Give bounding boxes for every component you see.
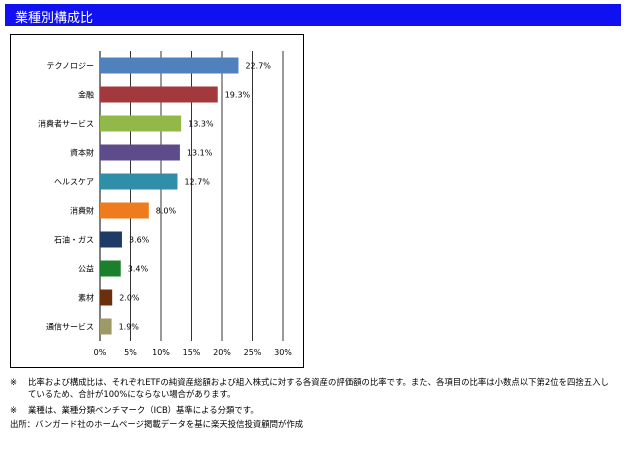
- bar: [100, 202, 149, 219]
- bar: [100, 57, 239, 74]
- category-label: 石油・ガス: [54, 235, 94, 245]
- bar: [100, 289, 113, 306]
- x-tick-label: 20%: [213, 348, 231, 357]
- value-label: 1.9%: [119, 323, 140, 332]
- bar: [100, 260, 121, 277]
- x-tick-label: 25%: [244, 348, 262, 357]
- value-label: 3.6%: [129, 236, 150, 245]
- x-tick-label: 5%: [124, 348, 137, 357]
- category-label: 公益: [78, 264, 94, 274]
- x-tick-label: 10%: [152, 348, 170, 357]
- x-tick-label: 15%: [183, 348, 201, 357]
- section-header: 業種別構成比: [5, 4, 621, 26]
- value-label: 12.7%: [184, 178, 210, 187]
- notes: ※ 比率および構成比は、それぞれETFの純資産総額および組入株式に対する各資産の…: [10, 376, 616, 430]
- note-sector: ※ 業種は、業種分類ベンチマーク（ICB）基準による分類です。: [10, 404, 616, 416]
- chart-frame: 0% 5% 10% 15% 20% 25% 30% テクノロジー 22.7% 金融 19.3% 消費者…: [10, 34, 304, 368]
- value-label: 19.3%: [225, 91, 251, 100]
- bar: [100, 86, 218, 103]
- bar: [100, 173, 178, 190]
- value-label: 3.4%: [128, 265, 149, 274]
- source-note: 出所：バンガード社のホームページ掲載データを基に楽天投信投資顧問が作成: [10, 418, 616, 430]
- note-sector-text: 業種は、業種分類ベンチマーク（ICB）基準による分類です。: [28, 405, 259, 415]
- category-label: 金融: [78, 90, 94, 100]
- x-tick-label: 30%: [274, 348, 292, 357]
- bar: [100, 318, 112, 335]
- value-label: 8.0%: [156, 207, 177, 216]
- category-label: テクノロジー: [46, 62, 94, 71]
- value-label: 13.3%: [188, 120, 214, 129]
- category-label: ヘルスケア: [54, 178, 94, 187]
- value-label: 22.7%: [245, 62, 271, 71]
- x-tick-label: 0%: [94, 348, 107, 357]
- section-title: 業種別構成比: [15, 11, 94, 26]
- bar: [100, 231, 122, 248]
- category-label: 消費財: [70, 206, 94, 216]
- category-label: 素材: [78, 293, 94, 303]
- note-mark: ※: [10, 377, 18, 387]
- category-label: 通信サービス: [46, 322, 94, 332]
- note-mark: ※: [10, 405, 18, 415]
- value-label: 2.0%: [119, 294, 140, 303]
- bar: [100, 115, 182, 132]
- source-text: 出所：バンガード社のホームページ掲載データを基に楽天投信投資顧問が作成: [10, 419, 304, 429]
- note-ratio: ※ 比率および構成比は、それぞれETFの純資産総額および組入株式に対する各資産の…: [10, 376, 616, 400]
- note-ratio-text: 比率および構成比は、それぞれETFの純資産総額および組入株式に対する各資産の評価…: [28, 377, 609, 399]
- bar: [100, 144, 180, 161]
- sector-bar-chart: 0% 5% 10% 15% 20% 25% 30% テクノロジー 22.7% 金融 19.3% 消費者…: [38, 51, 292, 357]
- category-label: 資本財: [70, 148, 94, 158]
- category-label: 消費者サービス: [38, 119, 94, 129]
- value-label: 13.1%: [187, 149, 213, 158]
